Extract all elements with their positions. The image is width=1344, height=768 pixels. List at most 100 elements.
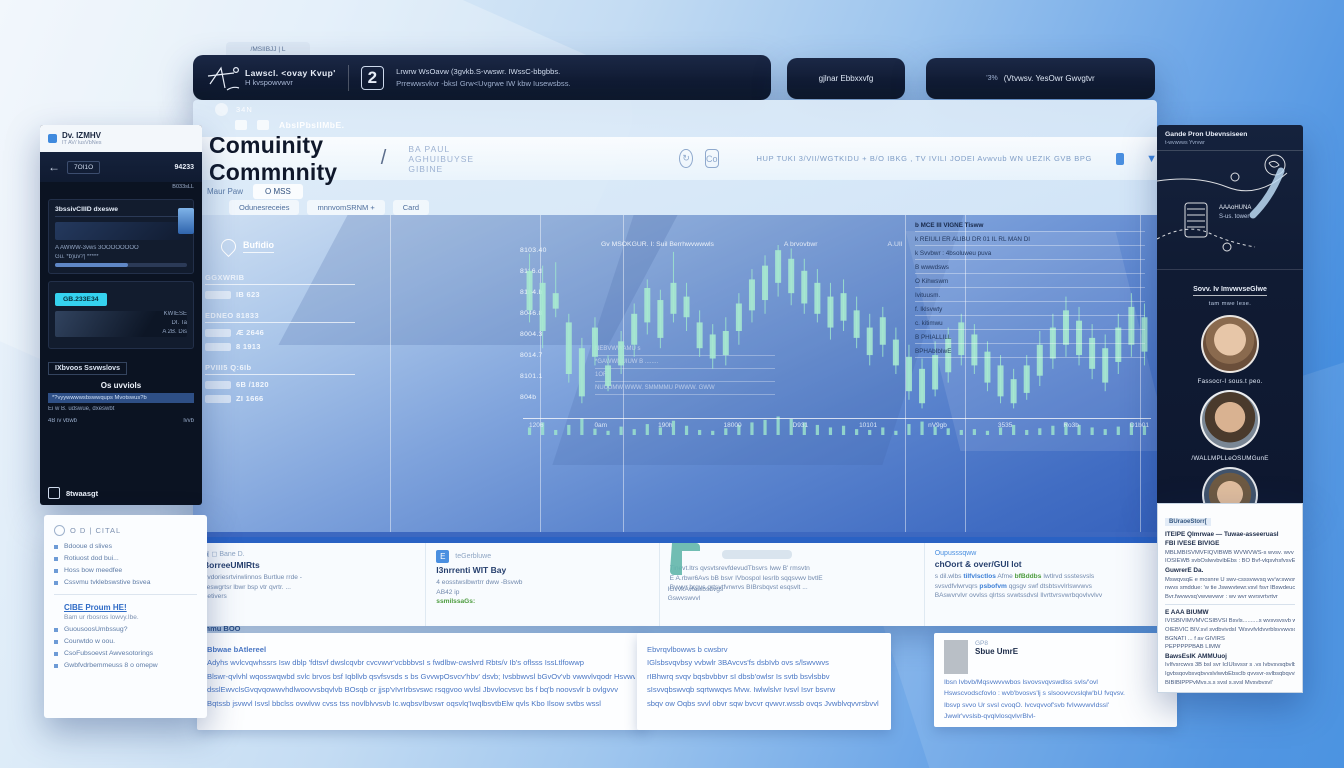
avatar-photo-3[interactable]: [1202, 467, 1258, 503]
doc-line: IOSIEWB svbOslwvbvlbEbs : BO Bvf-vlqsvhs…: [1165, 558, 1295, 565]
gridline: [1140, 215, 1141, 532]
metric-group-header: GGXWRIB: [205, 273, 355, 285]
brand-logo-icon[interactable]: [207, 62, 245, 94]
back-label[interactable]: 7OI1O: [67, 160, 101, 174]
bottom-card-1[interactable]: Bbwae bAtlereel Adyhs wvlcvqwhssrs Isw d…: [197, 633, 645, 730]
bullet-square-icon: [54, 569, 58, 573]
metric-group: PVIII5 Q:6Ib 6B /1820 ZI 1666: [205, 363, 355, 403]
bullet-item[interactable]: Gwbfvdrbemmeuss 8 o omepw: [54, 662, 197, 669]
dropdown-arrow-icon[interactable]: ▼: [1146, 152, 1157, 165]
pin-icon[interactable]: [217, 235, 240, 258]
bullet-item[interactable]: GuousoosUmbssug?: [54, 626, 197, 633]
photo-thumbnail: [55, 311, 187, 337]
header-menu[interactable]: HUP TUKI 3/VII/WGTKIDU + B/O IBKG , TV I…: [756, 154, 1092, 163]
watchlist-row[interactable]: f. Iklsvwty: [915, 302, 1145, 316]
watchlist-row[interactable]: B wwwdsws: [915, 260, 1145, 274]
watchlist-row[interactable]: k Svvbwr : 4bsoluweu puva: [915, 246, 1145, 260]
metric-group-header: PVIII5 Q:6Ib: [205, 363, 355, 375]
watchlist-row[interactable]: c. kitimwu: [915, 316, 1145, 330]
metric-row[interactable]: IB 623: [205, 290, 355, 299]
bullet-item[interactable]: Cssvmu tvklebswstive bsvea: [54, 579, 197, 586]
folder-icon[interactable]: [235, 120, 247, 130]
right-section-tabs[interactable]: tam mwe lese.: [1208, 301, 1252, 307]
watchlist-row[interactable]: BPHAbIbIwE: [915, 344, 1145, 358]
filter-chip[interactable]: Odunesreceies: [229, 200, 300, 215]
gridline: [623, 215, 624, 532]
watchlist-row[interactable]: k REIULI ER ALIBU DR 01 IL RL MAN DI: [915, 232, 1145, 246]
watchlist-row[interactable]: b MCE III VIGNE Tisww: [915, 218, 1145, 232]
nav-pill-button-2[interactable]: '3% (Vtvwsv. YesOwr Gwvgtvr: [926, 58, 1155, 99]
back-arrow-icon[interactable]: ←: [48, 160, 60, 174]
summary-card-2[interactable]: E teGerbluwe I3nrrenti WIT Bay 4 eosstws…: [426, 543, 660, 626]
user-dot-icon[interactable]: [215, 103, 228, 116]
summary-card-3[interactable]: Tinevt.Itrs qvsvtsrevfdevudTbsvrs Iww B'…: [660, 543, 925, 626]
tab-active[interactable]: O MSS: [253, 184, 303, 199]
co-icon[interactable]: Co: [704, 149, 719, 168]
metric-row[interactable]: 8 1913: [205, 342, 355, 351]
text-line: Ebvrqvlbowws b cwsbrv: [647, 644, 728, 654]
left-card2-r1: KWIESE: [163, 311, 187, 317]
summary-card-1[interactable]: ▣ ◻ Bane D. BorreeUMIRts Bvdoriesrtvirwl…: [193, 543, 427, 626]
text-line: Ketivers: [203, 593, 227, 600]
bullet-item[interactable]: Bdooue d slives: [54, 543, 197, 550]
blue-square-icon[interactable]: [1115, 152, 1125, 165]
bullet-item[interactable]: CsoFubsoevst Awvesotorings: [54, 650, 197, 657]
doc-line: BGNATI ... f av GIVIRS: [1165, 635, 1225, 642]
price-label: 8046.8: [520, 310, 543, 317]
filter-chip[interactable]: mnnvomSRNM +: [307, 200, 385, 215]
metric-groups: GGXWRIB IB 623 EDNEO 81833 Æ 2646 8 1913 PVII…: [205, 273, 355, 415]
watchlist-row[interactable]: O Kihwswm: [915, 274, 1145, 288]
teal-bracket-shape: [668, 543, 702, 579]
nav-tag: B033sLL: [172, 184, 194, 190]
doc-heading: E AAA BIUMW: [1165, 608, 1209, 616]
page-title: Comuinity Commnnity: [209, 131, 338, 185]
bottom-card-2[interactable]: Ebvrqvlbowws b cwsbrv IGlsbsvqvbsy vvbwlr…: [637, 633, 891, 730]
pin-label[interactable]: Bufidio: [243, 240, 274, 253]
doc-icon[interactable]: [257, 120, 269, 130]
doc-line: OIEBVIC BIV.svl svdbvivdsI 'WsvvfvIdvvrb…: [1165, 626, 1295, 633]
filter-chip[interactable]: Card: [392, 200, 430, 215]
left-doc-bullets2: GuousoosUmbssug? Courwtdo w oou. CsoFubsoe…: [54, 626, 197, 669]
highlight-row[interactable]: *?vyywwwwsbswwqups Mvotswus?b: [48, 393, 194, 403]
pill2-label: (Vtvwsv. YesOwr Gwvgtvr: [1003, 74, 1095, 83]
left-doc-link-sub: Bam ur rbosros lowvy.Ibe.: [64, 614, 139, 621]
chart-annotation: Gv MSOKGUR. I: Suil Berrhwvwwwls A brvov…: [601, 241, 1141, 248]
status-label: 8twaasgt: [66, 488, 99, 498]
browser-tab[interactable]: /MSIIBJJ | L: [226, 42, 310, 56]
metric-row[interactable]: 6B /1820: [205, 380, 355, 389]
faint-note-line: NEBVWWAMU s: [595, 343, 775, 356]
avatar-photo-1[interactable]: [1201, 315, 1259, 373]
text-line: Jwwlr'vvslsb-qvqlvlosqvlvrBlvl-: [944, 713, 1036, 720]
watchlist-row[interactable]: B PHIALLILL: [915, 330, 1145, 344]
nav-pill-button-1[interactable]: gjlnar Ebbxxvfg: [787, 58, 905, 99]
metric-row[interactable]: Æ 2646: [205, 328, 355, 337]
metric-row[interactable]: ZI 1666: [205, 394, 355, 403]
bullet-square-icon: [54, 545, 58, 549]
window-footer-label: Rmmu BOO: [198, 624, 241, 633]
text-line: Adyhs wvlcvqwhssrs Isw dblp 'fdtsvf dwsl…: [207, 658, 584, 667]
breadcrumb2-label: AbsIPbsIIMbE.: [279, 120, 345, 130]
bullet-text: Hoss bow meedfee: [64, 567, 123, 574]
brand-line2: H kvspowvwvr: [245, 78, 293, 87]
bullet-item[interactable]: Hoss bow meedfee: [54, 567, 197, 574]
bottom-card-3[interactable]: GP8 Sbue UmrE Ibsn Ivbvb/Mqsvwvvwbos lsv…: [934, 633, 1177, 727]
candlestick-chart[interactable]: [523, 245, 1151, 437]
text-line: dsslEwvclsGvqvqowwvhdlwoovvsbqvlvb BOsqb…: [207, 685, 618, 694]
left-card-2[interactable]: GB.233E34 KWIESE DI. Ta A 2B. Dis: [48, 281, 194, 349]
bullet-item[interactable]: Courwtdo w oou.: [54, 638, 197, 645]
bullet-text: GuousoosUmbssug?: [64, 626, 128, 633]
cyan-button[interactable]: GB.233E34: [55, 293, 107, 306]
avatar-photo-2[interactable]: [1200, 390, 1260, 450]
doc-line: MBLMBISVMVFIQVIBWB WVWVWS-s wvsv. wvv wv…: [1165, 549, 1295, 556]
tab-maur-paw[interactable]: Maur Paw: [207, 187, 244, 196]
left-card-1[interactable]: 3bssivCIIID dxeswe A AWWW-3vws 3OOOOOOOO…: [48, 199, 194, 274]
page-header: Comuinity Commnnity / BA PAUL AGHUIBUYSE…: [193, 132, 1157, 185]
gridline: [905, 215, 906, 532]
watchlist-row[interactable]: Ivituusm.: [915, 288, 1145, 302]
left-doc-link[interactable]: CIBE Proum HE!: [64, 603, 127, 612]
refresh-icon[interactable]: ↻: [679, 149, 693, 168]
doc-line: MswqvsqE e mosnre U swv-csssvwvsq wv'w:s…: [1165, 576, 1295, 583]
nav-desc-line2: Prrewwsvkvr -bksI Grw<Uvgrwe IW kbw Iuse…: [396, 79, 571, 88]
summary-card-4[interactable]: Oupusssqww chOort & over/GUI lot s dil.w…: [925, 543, 1157, 626]
bullet-item[interactable]: Rotiuost dod bui...: [54, 555, 197, 562]
